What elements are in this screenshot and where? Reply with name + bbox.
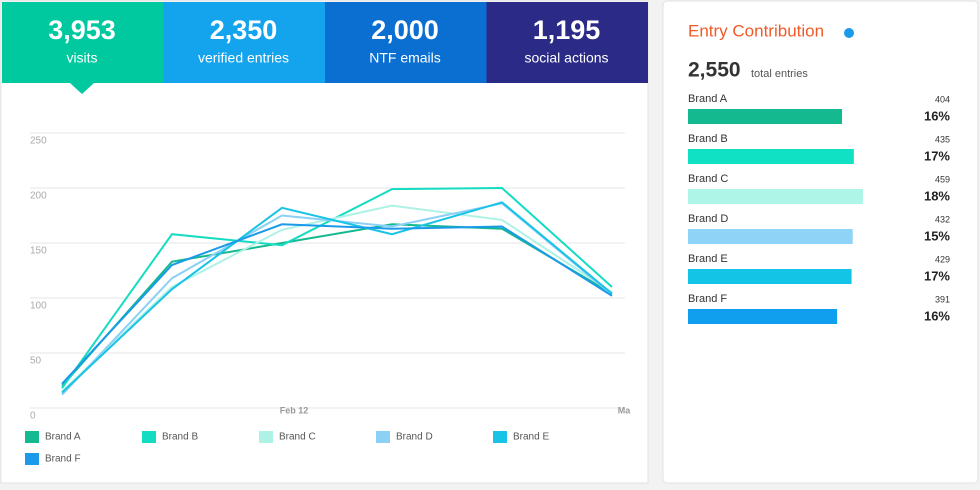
x-tick-label: Ma [618,405,631,415]
brand-count: 429 [935,254,950,264]
brand-count: 432 [935,214,950,224]
info-icon [844,28,854,38]
y-tick-label: 200 [30,191,47,202]
series-line [61,201,613,394]
legend-swatch [259,431,273,443]
stat-label: visits [66,50,97,66]
brand-bar [688,229,853,244]
total-label: total entries [751,68,808,80]
brand-bar [688,149,854,164]
brand-name: Brand D [688,213,728,225]
stat-label: social actions [524,50,608,66]
brand-bar [688,309,838,324]
brand-bar [688,109,843,124]
legend-label: Brand C [279,432,316,443]
legend-label: Brand D [396,432,433,443]
brand-name: Brand B [688,133,728,145]
brand-name: Brand A [688,93,728,105]
legend-label: Brand F [45,454,81,465]
legend-swatch [142,431,156,443]
stat-tile [486,2,648,83]
legend-swatch [25,431,39,443]
brand-pct: 17% [924,268,950,283]
stat-tile [163,2,325,83]
brand-count: 459 [935,174,950,184]
y-tick-label: 250 [30,136,47,147]
total-value: 2,550 [688,59,741,82]
legend-label: Brand E [513,432,549,443]
panel-title: Entry Contribution [688,21,824,40]
legend-swatch [493,431,507,443]
brand-pct: 17% [924,148,950,163]
brand-name: Brand E [688,253,728,265]
legend-swatch [376,431,390,443]
brand-pct: 18% [924,188,950,203]
series-line [61,223,613,387]
tile-pointer [70,83,94,94]
series-line [61,223,613,385]
brand-pct: 16% [924,308,950,323]
y-tick-label: 0 [30,411,36,422]
stat-label: NTF emails [369,50,441,66]
stat-tile [2,2,164,83]
stat-label: verified entries [198,50,289,66]
y-tick-label: 100 [30,301,47,312]
brand-bar [688,269,852,284]
legend-label: Brand A [45,432,81,443]
brand-pct: 15% [924,228,950,243]
brand-name: Brand F [688,293,727,305]
brand-bar [688,189,863,204]
brand-pct: 16% [924,108,950,123]
brand-count: 435 [935,134,950,144]
brand-count: 391 [935,294,950,304]
brand-name: Brand C [688,173,728,185]
stat-value: 2,350 [210,15,278,45]
y-tick-label: 50 [30,356,42,367]
stat-value: 3,953 [48,15,116,45]
y-tick-label: 150 [30,246,47,257]
x-tick-label: Feb 12 [280,405,309,415]
legend-swatch [25,453,39,465]
series-line [61,204,613,393]
stat-value: 1,195 [533,15,601,45]
brand-count: 404 [935,94,950,104]
stat-value: 2,000 [371,15,439,45]
stat-tile [325,2,487,83]
legend-label: Brand B [162,432,198,443]
